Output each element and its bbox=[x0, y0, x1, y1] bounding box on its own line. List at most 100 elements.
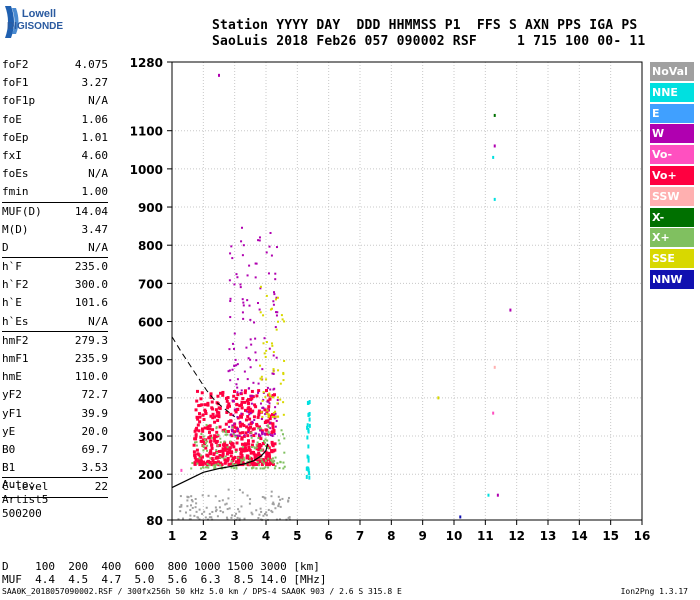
echo-mark bbox=[210, 400, 214, 404]
echo-mark bbox=[224, 446, 228, 450]
echo-mark bbox=[259, 507, 262, 510]
echo-mark bbox=[193, 456, 197, 460]
echo-mark bbox=[208, 516, 211, 519]
echo-mark bbox=[240, 422, 244, 426]
echo-mark bbox=[251, 409, 255, 413]
param-row: hmF2 279.3 bbox=[2, 332, 108, 350]
echo-mark bbox=[240, 389, 243, 392]
echo-mark bbox=[257, 427, 260, 430]
echo-point bbox=[437, 396, 440, 400]
echo-mark bbox=[276, 402, 279, 405]
echo-mark bbox=[231, 426, 234, 429]
echo-mark bbox=[224, 433, 227, 436]
echo-mark bbox=[196, 423, 200, 427]
polarization-legend: NoVal NNE E W Vo- Vo+ SSW X- X+ SSE NNW bbox=[650, 62, 694, 291]
echo-mark bbox=[203, 403, 207, 407]
echo-mark bbox=[261, 495, 264, 498]
param-value: 235.0 bbox=[74, 260, 108, 274]
echo-mark bbox=[255, 509, 258, 512]
echo-mark bbox=[269, 231, 272, 234]
echo-mark bbox=[254, 276, 257, 279]
echo-mark bbox=[214, 495, 217, 498]
echo-mark bbox=[221, 455, 225, 459]
echo-mark bbox=[207, 430, 211, 434]
echo-mark bbox=[190, 495, 193, 498]
echo-mark bbox=[264, 396, 267, 399]
echo-mark bbox=[195, 399, 199, 403]
echo-mark bbox=[206, 424, 210, 428]
echo-mark bbox=[222, 457, 225, 460]
echo-mark bbox=[212, 436, 216, 440]
echo-mark bbox=[272, 351, 275, 354]
echo-mark bbox=[219, 391, 223, 395]
echo-mark bbox=[226, 429, 230, 433]
echo-mark bbox=[237, 456, 240, 459]
echo-mark bbox=[235, 450, 238, 453]
echo-mark bbox=[308, 475, 311, 480]
echo-mark bbox=[246, 274, 249, 277]
echo-mark bbox=[232, 457, 236, 461]
echo-mark bbox=[272, 388, 275, 391]
echo-mark bbox=[252, 434, 256, 438]
echo-mark bbox=[243, 389, 247, 393]
echo-mark bbox=[215, 508, 218, 511]
echo-mark bbox=[238, 510, 241, 513]
echo-mark bbox=[225, 399, 229, 403]
echo-mark bbox=[198, 412, 202, 416]
echo-mark bbox=[245, 425, 249, 429]
echo-mark bbox=[257, 239, 260, 242]
echo-mark bbox=[276, 296, 279, 299]
echo-mark bbox=[243, 391, 247, 395]
echo-mark bbox=[267, 272, 270, 275]
header-block: Station YYYY DAY DDD HHMMSS P1 FFS S AXN… bbox=[212, 18, 645, 50]
param-value: 1.06 bbox=[81, 112, 109, 126]
echo-mark bbox=[211, 407, 215, 411]
param-value: 39.9 bbox=[81, 406, 109, 420]
echo-mark bbox=[217, 414, 221, 418]
echo-mark bbox=[250, 436, 253, 439]
echo-mark bbox=[242, 317, 245, 320]
echo-mark bbox=[268, 245, 271, 248]
echo-mark bbox=[201, 429, 205, 433]
echo-mark bbox=[225, 516, 228, 519]
echo-mark bbox=[272, 354, 275, 357]
echo-mark bbox=[260, 429, 264, 433]
plot-frame bbox=[171, 61, 643, 521]
echo-mark bbox=[239, 452, 243, 456]
echo-mark bbox=[281, 433, 284, 436]
param-row: h`Es N/A bbox=[2, 313, 108, 331]
echo-mark bbox=[217, 449, 221, 453]
echo-mark bbox=[307, 458, 310, 463]
echo-mark bbox=[226, 456, 230, 460]
echo-mark bbox=[258, 239, 261, 242]
echo-mark bbox=[261, 399, 264, 402]
echo-point bbox=[459, 515, 462, 519]
echo-mark bbox=[265, 251, 268, 254]
echo-mark bbox=[206, 462, 209, 465]
param-row: foE 1.06 bbox=[2, 111, 108, 129]
echo-mark bbox=[229, 450, 233, 454]
echo-mark bbox=[216, 515, 219, 518]
echo-mark bbox=[200, 391, 204, 395]
echo-mark bbox=[263, 352, 266, 355]
echo-mark bbox=[308, 423, 311, 428]
echo-mark bbox=[261, 460, 264, 463]
echo-mark bbox=[239, 424, 243, 428]
echo-mark bbox=[259, 437, 263, 441]
echo-mark bbox=[251, 461, 255, 465]
echo-mark bbox=[199, 397, 203, 401]
echo-mark bbox=[272, 449, 276, 453]
echo-mark bbox=[264, 450, 268, 454]
echo-mark bbox=[220, 466, 223, 469]
echo-mark bbox=[229, 252, 232, 255]
echo-mark bbox=[234, 396, 238, 400]
echo-mark bbox=[271, 511, 274, 514]
echo-mark bbox=[277, 439, 280, 442]
echo-mark bbox=[249, 451, 253, 455]
echo-mark bbox=[262, 314, 265, 317]
echo-mark bbox=[229, 419, 233, 423]
param-row: B0 69.7 bbox=[2, 441, 108, 459]
param-value: 3.53 bbox=[81, 461, 109, 475]
echo-mark bbox=[216, 451, 219, 454]
echo-mark bbox=[262, 406, 265, 409]
